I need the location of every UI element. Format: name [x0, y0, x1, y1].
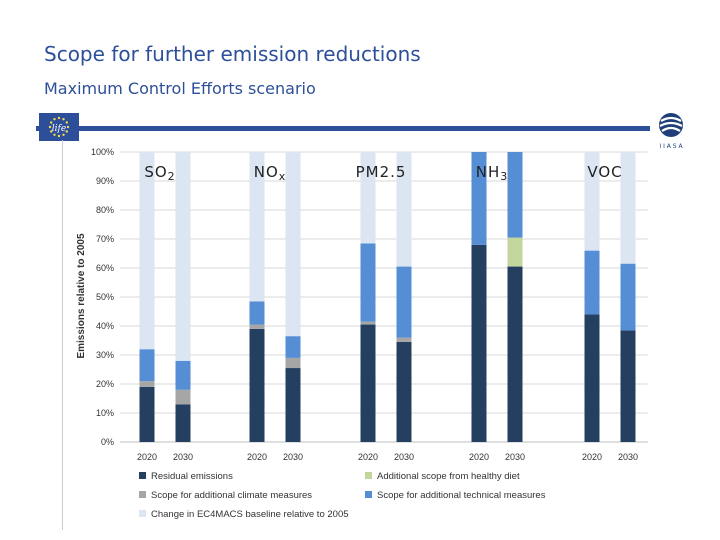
- bar-segment: [175, 360, 191, 390]
- pollutant-label: NOx: [253, 163, 287, 183]
- bar-segment: [507, 266, 523, 442]
- bar-segment: [471, 244, 487, 442]
- bar-segment: [620, 263, 636, 331]
- bar-segment: [285, 152, 301, 337]
- x-tick-label: 2030: [505, 452, 525, 462]
- y-axis-label: Emissions relative to 2005: [76, 233, 87, 359]
- x-tick-label: 2030: [173, 452, 193, 462]
- bar-segment: [175, 152, 191, 361]
- x-tick-label: 2020: [247, 452, 267, 462]
- bar-segment: [360, 321, 376, 325]
- y-tick-label: 0%: [101, 437, 114, 447]
- bar-segment: [620, 152, 636, 264]
- bar-segment: [507, 152, 523, 238]
- y-tick-label: 30%: [96, 350, 114, 360]
- x-tick-label: 2030: [394, 452, 414, 462]
- pollutant-label: SO2: [144, 163, 176, 183]
- legend-label: Scope for additional climate measures: [151, 490, 312, 501]
- legend-swatch: [365, 491, 372, 498]
- bar-segment: [620, 330, 636, 442]
- bar-segment: [285, 336, 301, 358]
- legend-swatch: [139, 491, 146, 498]
- bar-segment: [396, 341, 412, 442]
- svg-text:I I A S A: I I A S A: [659, 143, 683, 150]
- legend-swatch: [365, 472, 372, 479]
- y-tick-label: 50%: [96, 292, 114, 302]
- y-tick-label: 40%: [96, 321, 114, 331]
- bar-segment: [396, 266, 412, 338]
- pollutant-label: PM2.5: [355, 163, 407, 181]
- bar-segment: [249, 152, 265, 302]
- bar-segment: [360, 243, 376, 322]
- bar-segment: [249, 324, 265, 329]
- bar-segment: [360, 324, 376, 442]
- chart-grid: [120, 151, 648, 443]
- bar-segment: [360, 152, 376, 244]
- legend-label: Residual emissions: [151, 471, 233, 482]
- slide-left-rule: [62, 140, 63, 530]
- bar-segment: [175, 389, 191, 405]
- bar-segment: [507, 237, 523, 267]
- bar-segment: [249, 328, 265, 442]
- y-tick-label: 80%: [96, 205, 114, 215]
- bar-segment: [139, 349, 155, 382]
- bar-segment: [584, 250, 600, 315]
- x-tick-label: 2020: [582, 452, 602, 462]
- bar-segment: [584, 152, 600, 251]
- y-tick-label: 70%: [96, 234, 114, 244]
- y-tick-label: 90%: [96, 176, 114, 186]
- iiasa-logo: I I A S A: [659, 113, 683, 150]
- y-tick-label: 10%: [96, 408, 114, 418]
- bar-segment: [471, 152, 487, 245]
- header-bar: [78, 126, 650, 131]
- legend-label: Change in EC4MACS baseline relative to 2…: [151, 509, 349, 520]
- legend-label: Additional scope from healthy diet: [377, 471, 520, 482]
- x-axis-ticks: 2020 2030 2020 2030 2020 2030 2020 2030 2020 2030: [137, 452, 638, 462]
- eu-flag-logo: life: [39, 113, 79, 141]
- x-tick-label: 2020: [469, 452, 489, 462]
- pollutant-label: NH3: [475, 163, 509, 183]
- svg-text:life: life: [52, 124, 66, 134]
- bar-segment: [249, 301, 265, 325]
- y-tick-label: 20%: [96, 379, 114, 389]
- legend-swatch: [139, 472, 146, 479]
- bar-segment: [396, 152, 412, 267]
- x-tick-label: 2030: [618, 452, 638, 462]
- bar-segment: [285, 357, 301, 369]
- page-subtitle: Maximum Control Efforts scenario: [44, 79, 316, 98]
- legend-swatch: [139, 510, 146, 517]
- bar-segment: [139, 386, 155, 442]
- bar-segment: [139, 381, 155, 387]
- bar-segment: [584, 314, 600, 442]
- y-axis-ticks: 0% 10% 20% 30% 40% 50% 60% 70% 80% 90% 100%: [91, 147, 114, 447]
- x-tick-label: 2020: [137, 452, 157, 462]
- bar-segment: [175, 404, 191, 442]
- y-tick-label: 60%: [96, 263, 114, 273]
- x-tick-label: 2020: [358, 452, 378, 462]
- y-tick-label: 100%: [91, 147, 114, 157]
- bar-segment: [396, 337, 412, 342]
- legend-label: Scope for additional technical measures: [377, 490, 546, 501]
- chart-bars: [139, 152, 636, 442]
- x-tick-label: 2030: [283, 452, 303, 462]
- page-title: Scope for further emission reductions: [44, 42, 421, 66]
- chart-legend: Residual emissions Scope for additional c…: [139, 471, 546, 520]
- pollutant-label: VOC: [587, 163, 623, 181]
- bar-segment: [285, 368, 301, 442]
- bar-segment: [139, 152, 155, 350]
